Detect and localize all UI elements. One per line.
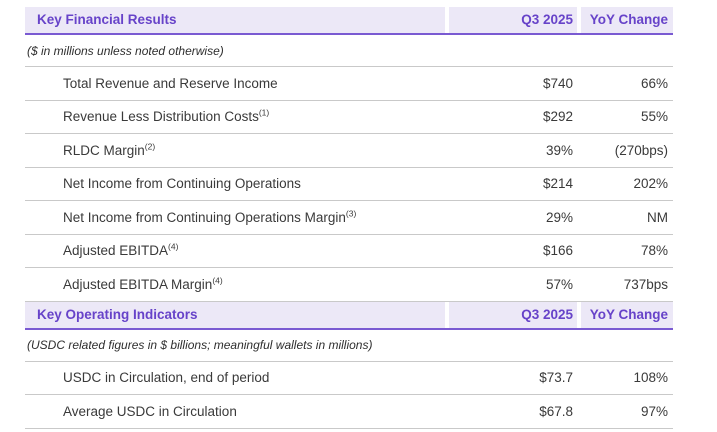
row-change: 108%: [633, 370, 668, 386]
table-row: Revenue Less Distribution Costs(1) $292 …: [25, 101, 673, 134]
row-label: Net Income from Continuing Operations: [63, 176, 301, 192]
section-header-key-operating-indicators: Key Operating Indicators Q3 2025 YoY Cha…: [25, 301, 673, 330]
row-change: NM: [647, 209, 668, 225]
row-label: Revenue Less Distribution Costs: [63, 109, 259, 125]
row-label: Adjusted EBITDA Margin: [63, 276, 213, 292]
row-change: 55%: [640, 109, 668, 125]
table-row: Adjusted EBITDA(4) $166 78%: [25, 235, 673, 268]
row-change: (270bps): [614, 142, 668, 158]
row-value: 39%: [545, 142, 573, 158]
row-label: Average USDC in Circulation: [63, 403, 237, 419]
row-value: $214: [542, 176, 573, 192]
table-row: Adjusted EBITDA Margin(4) 57% 737bps: [25, 268, 673, 302]
footnote-marker: (1): [258, 107, 270, 118]
table-row: Net Income from Continuing Operations Ma…: [25, 201, 673, 235]
row-value: $292: [542, 109, 573, 125]
column-header-period: Q3 2025: [449, 7, 577, 33]
row-change: 78%: [640, 243, 668, 259]
row-change: 97%: [640, 403, 668, 419]
footnote-marker: (4): [212, 275, 223, 286]
table-row: USDC in Circulation, end of period $73.7…: [25, 362, 673, 395]
column-header-yoy-change: YoY Change: [581, 301, 673, 328]
table-row: RLDC Margin(2) 39% (270bps): [25, 134, 673, 168]
row-value: $740: [542, 75, 573, 91]
section-title: Key Financial Results: [25, 7, 445, 33]
section-header-key-financial-results: Key Financial Results Q3 2025 YoY Change: [25, 7, 673, 35]
row-change: 66%: [640, 75, 668, 91]
table-row: Net Income from Continuing Operations $2…: [25, 168, 673, 201]
note-text: ($ in millions unless noted otherwise): [27, 43, 224, 58]
row-label: Adjusted EBITDA: [63, 243, 169, 259]
row-value: $166: [542, 243, 573, 259]
footnote-marker: (4): [168, 241, 179, 252]
row-change: 737bps: [623, 276, 668, 292]
row-label: USDC in Circulation, end of period: [63, 370, 270, 386]
note-text: (USDC related figures in $ billions; mea…: [27, 338, 373, 352]
column-header-period: Q3 2025: [449, 301, 577, 328]
section-note: (USDC related figures in $ billions; mea…: [25, 330, 673, 362]
row-label: RLDC Margin: [63, 142, 145, 158]
section-note: ($ in millions unless noted otherwise): [25, 35, 673, 67]
footnote-marker: (3): [345, 208, 357, 219]
row-value: 57%: [545, 276, 573, 292]
column-header-yoy-change: YoY Change: [581, 7, 673, 33]
row-label: Net Income from Continuing Operations Ma…: [63, 209, 346, 225]
table-row: Average USDC in Circulation $67.8 97%: [25, 395, 673, 429]
financial-results-table: Key Financial Results Q3 2025 YoY Change…: [25, 7, 673, 429]
section-title: Key Operating Indicators: [25, 301, 445, 328]
row-value: 29%: [545, 209, 573, 225]
row-value: $73.7: [539, 370, 573, 386]
row-value: $67.8: [539, 403, 573, 419]
table-row: Total Revenue and Reserve Income $740 66…: [25, 67, 673, 101]
row-change: 202%: [633, 176, 668, 192]
row-label: Total Revenue and Reserve Income: [63, 75, 278, 91]
footnote-marker: (2): [144, 141, 156, 152]
